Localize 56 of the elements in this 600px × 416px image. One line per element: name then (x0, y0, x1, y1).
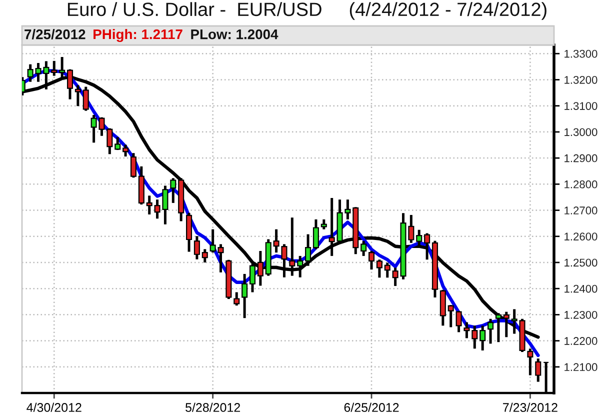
candlestick (376, 258, 382, 279)
y-tick-label: 1.2500 (564, 258, 598, 267)
y-tick-label: 1.2800 (564, 180, 598, 188)
candlestick (480, 324, 486, 352)
candlestick (242, 272, 248, 320)
y-tick-label: 1.3000 (564, 128, 598, 136)
candlestick (194, 234, 200, 261)
y-tick-label: 1.3100 (564, 102, 598, 110)
candlestick (82, 86, 89, 112)
candlestick (416, 228, 422, 248)
candlestick (424, 232, 430, 261)
y-tick-label: 1.2300 (564, 310, 598, 319)
y-tick-label: 1.2900 (564, 154, 598, 162)
y-tick-label: 1.2100 (564, 363, 598, 372)
chart-title: Euro / U.S. Dollar - EUR/USD (4/24/2012 - 7/24/2012) (68, 2, 546, 20)
candlestick (51, 60, 58, 78)
candlestick (320, 218, 327, 231)
candlestick (384, 261, 390, 279)
candlestick (130, 152, 136, 179)
candlestick (368, 250, 375, 271)
x-tick-label: 5/28/2012 (186, 402, 240, 412)
candlestick (297, 254, 304, 279)
candlestick (27, 63, 34, 84)
candlestick (249, 262, 256, 294)
candlestick (74, 84, 81, 108)
x-tick-label: 6/25/2012 (344, 402, 399, 412)
y-tick-label: 1.3200 (564, 76, 598, 84)
y-tick-label: 1.2200 (564, 337, 598, 345)
candlestick (122, 143, 129, 158)
candlestick (456, 310, 462, 334)
text: 7/25/2012 (24, 29, 86, 40)
candlestick (234, 290, 240, 307)
text: PLow: 1.2004 (191, 29, 278, 40)
candlestick (170, 176, 176, 204)
candlestick (312, 218, 319, 250)
y-tick-label: 1.2700 (564, 206, 598, 214)
y-tick-label: 1.2400 (564, 284, 598, 293)
candlestick (535, 357, 542, 384)
candlestick (114, 136, 121, 152)
candlestick (328, 196, 335, 258)
candlestick (464, 321, 470, 340)
candlestick (289, 216, 296, 278)
candlestick (527, 347, 534, 376)
x-tick-label: 7/23/2012 (503, 402, 558, 412)
candlestick (257, 250, 264, 287)
candlestick (305, 233, 312, 268)
x-tick-label: 4/30/2012 (26, 402, 82, 412)
y-tick-label: 1.2600 (564, 232, 598, 240)
candlestick (202, 248, 208, 264)
candlestick (488, 318, 494, 345)
candlestick (360, 240, 367, 258)
candlestick (146, 194, 152, 216)
text: PHigh: 1.2117 (94, 28, 182, 42)
y-tick-label: 1.3300 (564, 50, 598, 58)
candlestick (472, 324, 478, 350)
candlestick (448, 304, 454, 328)
